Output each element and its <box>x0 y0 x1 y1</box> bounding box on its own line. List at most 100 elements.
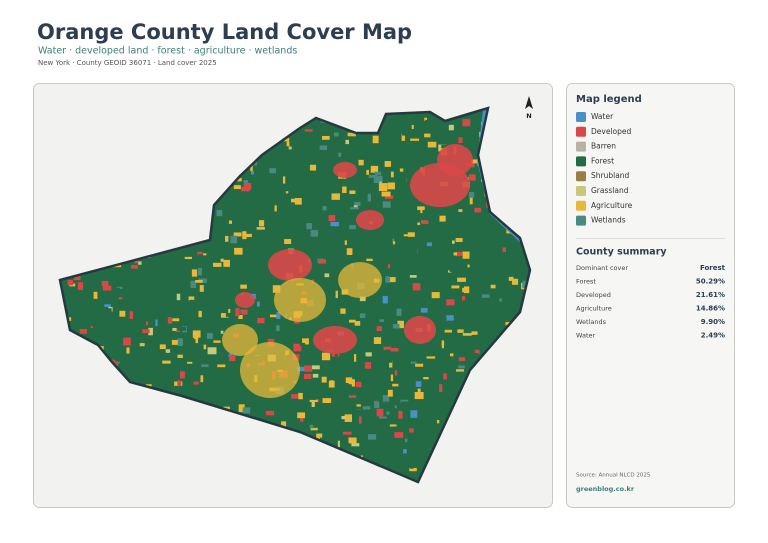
land-patch <box>324 411 333 418</box>
summary-key: Agriculture <box>576 305 612 313</box>
land-patch <box>397 320 404 329</box>
land-patch <box>362 406 371 410</box>
land-patch <box>176 293 181 301</box>
land-patch <box>193 337 199 340</box>
land-patch <box>242 233 252 238</box>
land-patch <box>458 311 467 320</box>
land-patch <box>394 432 404 438</box>
land-patch <box>171 339 178 345</box>
summary-value: 50.29% <box>696 278 725 286</box>
land-patch <box>359 313 366 319</box>
land-patch <box>334 362 341 368</box>
land-patch <box>458 365 465 369</box>
land-patch <box>192 260 197 268</box>
land-patch <box>411 124 414 130</box>
land-patch <box>200 303 207 307</box>
land-patch <box>368 175 378 178</box>
land-patch <box>370 146 373 155</box>
land-patch <box>401 133 406 141</box>
urban-area <box>313 326 357 354</box>
land-patch <box>335 151 339 158</box>
urban-area <box>333 162 357 178</box>
land-patch <box>455 251 464 257</box>
land-patch <box>374 345 382 353</box>
land-patch <box>340 413 344 417</box>
land-patch <box>233 232 242 237</box>
land-patch <box>392 324 400 329</box>
land-patch <box>139 343 145 347</box>
legend-swatch <box>576 141 586 152</box>
land-patch <box>329 135 334 141</box>
land-patch <box>416 145 422 150</box>
land-patch <box>464 309 467 314</box>
land-patch <box>324 273 330 278</box>
legend-label: Grassland <box>591 186 629 195</box>
summary-key: Water <box>576 332 596 340</box>
land-patch <box>424 117 428 121</box>
land-patch <box>272 285 281 293</box>
land-patch <box>469 138 473 141</box>
land-patch <box>207 347 217 355</box>
land-patch <box>322 135 330 140</box>
land-patch <box>416 368 425 375</box>
land-patch <box>309 395 313 400</box>
land-patch <box>445 315 454 321</box>
land-patch <box>468 174 476 181</box>
land-patch <box>240 284 247 289</box>
land-patch <box>119 310 126 317</box>
land-patch <box>311 365 320 370</box>
land-patch <box>373 175 383 183</box>
land-patch <box>384 161 391 167</box>
land-patch <box>256 227 265 230</box>
land-patch <box>188 296 195 301</box>
land-patch <box>130 264 138 269</box>
land-patch <box>420 308 428 313</box>
land-patch <box>253 315 261 319</box>
land-patch <box>152 361 156 367</box>
land-patch <box>405 438 408 443</box>
county-outline <box>58 106 532 484</box>
land-patch <box>390 374 394 382</box>
land-patch <box>341 415 346 420</box>
land-patch <box>220 258 224 262</box>
land-patch <box>444 329 452 333</box>
land-patch <box>398 467 404 474</box>
legend-label: Agriculture <box>591 201 633 210</box>
land-patch <box>331 388 335 395</box>
land-patch <box>409 467 417 472</box>
land-patch <box>382 395 390 402</box>
land-patch <box>309 164 317 171</box>
land-patch <box>396 308 402 316</box>
legend-swatch <box>576 200 586 211</box>
land-patch <box>381 191 391 197</box>
land-patch <box>392 383 399 387</box>
land-patch <box>451 285 460 289</box>
land-patch <box>349 319 356 323</box>
land-patch <box>159 344 166 350</box>
land-patch <box>390 171 394 178</box>
land-patch <box>297 366 306 372</box>
land-patch <box>367 434 377 440</box>
land-patch <box>297 412 306 419</box>
land-patch <box>344 240 347 245</box>
land-patch <box>439 384 443 393</box>
land-patch <box>75 327 80 333</box>
land-patch <box>283 137 290 142</box>
land-patch <box>295 388 304 393</box>
land-patch <box>379 319 385 322</box>
land-patch <box>217 364 226 368</box>
land-patch <box>499 298 503 302</box>
land-patch <box>265 410 275 416</box>
land-patch <box>137 314 141 322</box>
land-patch <box>73 274 81 281</box>
land-patch <box>522 280 527 288</box>
land-patch <box>134 259 139 264</box>
land-patch <box>257 317 265 324</box>
legend-label: Barren <box>591 142 616 151</box>
land-patch <box>172 327 177 331</box>
land-patch <box>310 230 318 237</box>
summary-value: 9.90% <box>701 318 725 326</box>
land-patch <box>303 373 312 379</box>
land-patch <box>379 223 387 230</box>
land-patch <box>168 355 174 359</box>
